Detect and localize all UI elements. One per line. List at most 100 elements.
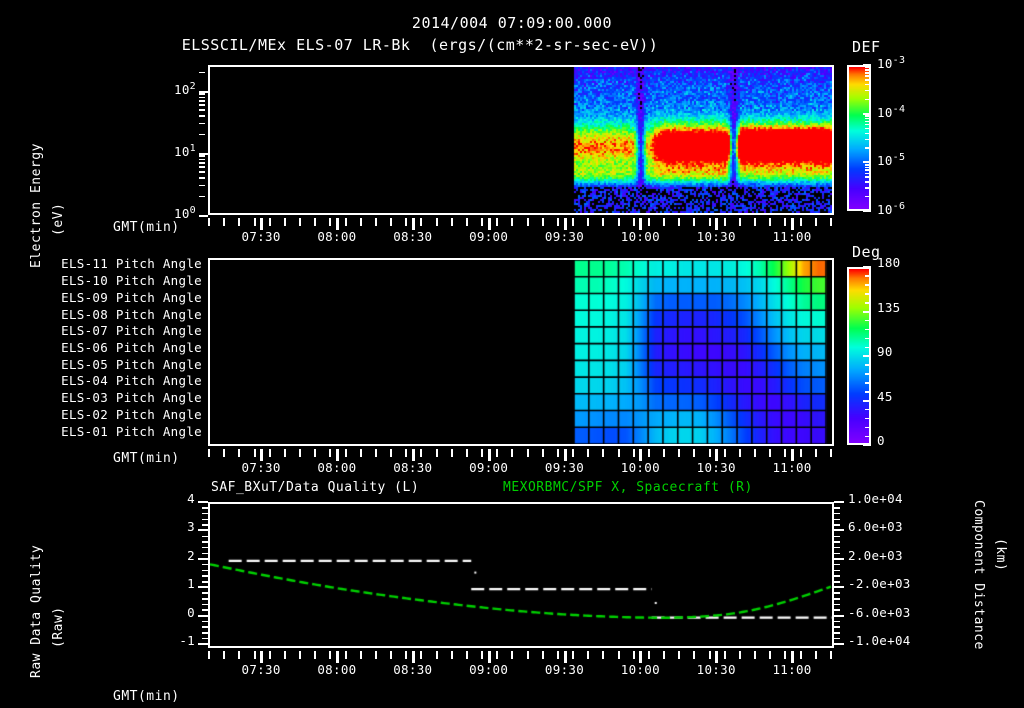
x-major-tick-2 (411, 651, 415, 663)
p3-right-tick-label-0: 1.0e+04 (848, 491, 903, 506)
x-minor-tick (617, 449, 620, 457)
x-tick-label-3: 09:00 (469, 460, 509, 475)
cb1-major (863, 210, 871, 212)
p1-y-minor (199, 177, 205, 179)
p3-right-tick-label-4: -6.0e+03 (848, 604, 911, 620)
x-minor-tick (344, 218, 347, 226)
p1-y-tick-label-2: 100 (174, 205, 196, 222)
cb1-minor (865, 115, 871, 117)
p3-r-minor (834, 569, 840, 572)
p3-l-minor (202, 620, 208, 623)
x-tick-label-2: 08:30 (393, 229, 433, 244)
panel3-plot-area[interactable] (208, 502, 834, 648)
x-tick-label-5: 10:00 (620, 229, 660, 244)
x-minor-tick (602, 449, 605, 457)
cb1-major (863, 161, 871, 164)
x-minor-tick (814, 218, 817, 226)
x-minor-tick (481, 651, 484, 659)
panel-pitch-angle: ELS-11 Pitch Angle ELS-10 Pitch Angle ELS-… (0, 252, 1024, 475)
panel1-plot-area[interactable] (208, 65, 834, 215)
p3-r-minor (834, 541, 840, 543)
colorbar-deg-ticks: 180 135 90 45 0 (863, 256, 1011, 447)
cb1-minor (865, 72, 871, 74)
colorbar-def: DEF 10-3 10-4 10-5 10-6 (845, 40, 1020, 220)
x-minor-tick (799, 651, 802, 659)
p3-l-minor (202, 529, 208, 532)
p1-y-tick-label-0: 102 (174, 81, 196, 98)
x-minor-tick (511, 449, 514, 457)
x-minor-tick (663, 218, 666, 226)
p3-l-minor (202, 552, 208, 555)
cb2-minor (865, 346, 871, 349)
x-minor-tick (769, 449, 772, 457)
cb2-tick-label-3: 45 (877, 388, 893, 404)
colorbar-def-gradient (847, 65, 871, 211)
x-minor-tick (708, 218, 711, 226)
cb1-tick-label-2: 10-5 (877, 152, 906, 169)
cb1-minor (865, 123, 871, 126)
p1-y-minor (199, 162, 205, 164)
x-minor-tick (723, 218, 726, 226)
x-minor-tick (420, 218, 423, 226)
x-minor-tick (587, 218, 590, 226)
cb1-minor (865, 147, 871, 149)
x-major-tick-7 (791, 218, 795, 230)
x-minor-tick (420, 449, 423, 457)
x-minor-tick (238, 651, 241, 659)
x-minor-tick (314, 651, 317, 659)
p3-right-tick-label-3: -2.0e+03 (848, 576, 911, 592)
x-minor-tick (420, 651, 423, 659)
cb2-minor (865, 311, 871, 313)
x-minor-tick (299, 651, 302, 659)
x-minor-tick (830, 218, 832, 226)
panel2-row-label-5: ELS-06 Pitch Angle (61, 340, 202, 355)
x-major-tick-4 (563, 651, 567, 663)
x-minor-tick (208, 218, 210, 226)
x-minor-tick (572, 449, 575, 457)
x-major-tick-6 (715, 651, 719, 663)
x-tick-label-6: 10:30 (696, 460, 736, 475)
x-major-tick-3 (487, 449, 491, 461)
x-minor-tick (268, 449, 271, 457)
p3-left-tick-label-2: 2 (187, 547, 195, 563)
x-major-tick-3 (487, 218, 491, 230)
x-minor-tick (329, 449, 332, 457)
cb2-minor (865, 391, 871, 393)
panel2-plot-area[interactable] (208, 258, 834, 446)
x-minor-tick (465, 449, 468, 457)
p1-y-minor (199, 90, 208, 93)
x-tick-label-5: 10:00 (620, 662, 660, 677)
cb2-minor (865, 266, 871, 268)
x-minor-tick (374, 218, 377, 226)
x-minor-tick (708, 449, 711, 457)
p1-y-minor (199, 71, 205, 74)
x-minor-tick (723, 449, 726, 457)
x-major-tick-7 (791, 449, 795, 461)
x-minor-tick (405, 651, 408, 659)
x-tick-label-1: 08:00 (317, 662, 357, 677)
panel2-row-label-9: ELS-02 Pitch Angle (61, 406, 202, 422)
p3-left-tick-label-1: 3 (187, 519, 195, 535)
p1-y-minor (199, 115, 205, 117)
p1-y-tick-label-1: 101 (174, 143, 196, 160)
cb1-major (863, 64, 871, 66)
cb2-tick-label-2: 90 (877, 344, 893, 359)
p3-left-tick-label-3: 1 (187, 576, 195, 592)
cb1-minor (865, 187, 871, 189)
panel2-row-label-10: ELS-01 Pitch Angle (61, 423, 202, 439)
x-major-tick-5 (639, 449, 643, 461)
x-minor-tick (390, 449, 393, 457)
p3-l-minor (202, 558, 208, 560)
panel2-row-label-2: ELS-09 Pitch Angle (61, 289, 202, 305)
cb1-minor (865, 176, 871, 178)
panel3-right-axis-ticks: 1.0e+04 6.0e+03 2.0e+03 -2.0e+03 -6.0e+03 -1.… (834, 491, 954, 654)
cb2-minor (865, 382, 871, 384)
p3-l-minor (202, 563, 208, 566)
x-minor-tick (617, 218, 620, 226)
panel3-left-axis-ticks: 4 3 2 1 0 -1 (170, 492, 208, 654)
x-major-tick-2 (411, 218, 415, 230)
x-minor-tick (617, 651, 620, 659)
cb1-minor (865, 138, 871, 141)
p3-right-tick-label-1: 6.0e+03 (848, 519, 903, 535)
cb2-minor (865, 355, 871, 357)
